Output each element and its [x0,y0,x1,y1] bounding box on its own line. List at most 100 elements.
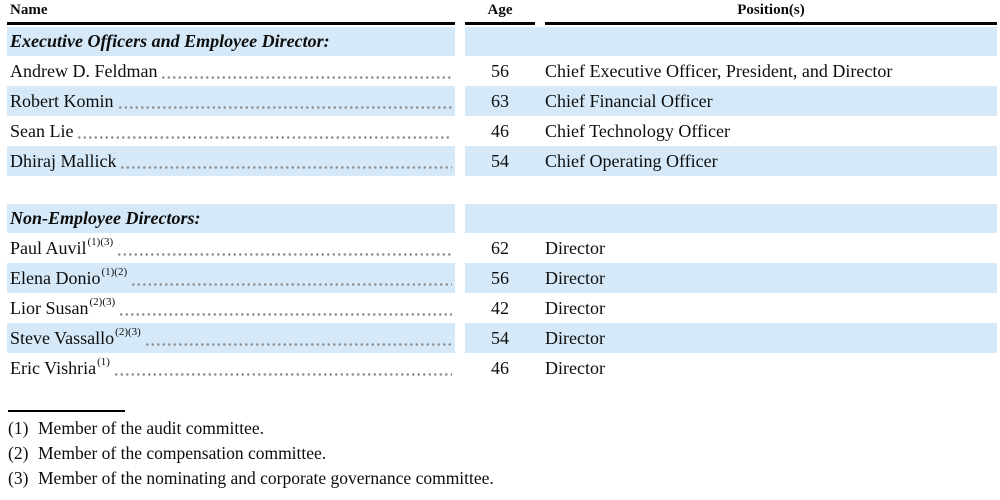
position-value: Director [545,268,605,288]
name-cell: Eric Vishria (1) [7,353,455,383]
person-name: Dhiraj Mallick [10,151,117,171]
footnote-marker: (2) [8,443,29,463]
age-position-gap [535,116,545,146]
dot-leader [118,106,452,109]
dot-leader [121,166,452,169]
footnote-item: (2) Member of the compensation committee… [8,441,1000,466]
name-cell: Lior Susan (2)(3) [7,293,455,323]
age-position-cell: 54 Chief Operating Officer [465,146,997,176]
person-name: Eric Vishria [10,358,97,378]
age-position-gap [535,353,545,383]
table-row: Lior Susan (2)(3) 42 Director [7,293,997,323]
position-value: Chief Financial Officer [545,91,713,111]
age-position-gap [535,323,545,353]
footnote-marker: (3) [8,468,29,488]
table-row: Andrew D. Feldman 56 Chief Executive Off… [7,56,997,86]
age-value: 56 [491,61,509,81]
table-row: Steve Vassallo (2)(3) 54 Director [7,323,997,353]
position-value: Director [545,298,605,318]
table-row: Paul Auvil (1)(3) 62 Director [7,233,997,263]
footnotes-list: (1) Member of the audit committee. (2) M… [0,416,1000,491]
column-gap [535,0,545,25]
footnote-superscript: (1)(2) [101,266,128,278]
column-header-name: Name [7,0,455,25]
name-cell: Elena Donio (1)(2) [7,263,455,293]
table-row: Dhiraj Mallick 54 Chief Operating Office… [7,146,997,176]
person-name: Paul Auvil [10,238,87,258]
person-name: Lior Susan [10,298,89,318]
column-header-age: Age [465,0,535,25]
column-gap [455,56,465,86]
age-position-gap [535,146,545,176]
position-value: Director [545,328,605,348]
section-header-row: Executive Officers and Employee Director… [7,27,997,56]
footnote-superscript: (1) [97,356,110,368]
table-body: Executive Officers and Employee Director… [7,27,997,383]
section-header-label: Non-Employee Directors: [10,208,201,228]
footnote-superscript: (2)(3) [115,326,141,338]
age-value: 54 [491,328,509,348]
age-position-cell: 56 Director [465,263,997,293]
age-position-gap [535,233,545,263]
table-header-row: Name Age Position(s) [7,0,997,25]
age-value: 54 [491,151,509,171]
footnote-item: (1) Member of the audit committee. [8,416,1000,441]
section-header-label: Executive Officers and Employee Director… [10,31,330,51]
table-row: Eric Vishria (1) 46 Director [7,353,997,383]
name-cell: Paul Auvil (1)(3) [7,233,455,263]
column-gap [455,27,465,56]
person-name: Sean Lie [10,121,74,141]
age-position-cell: 54 Director [465,323,997,353]
section-header-cell: Executive Officers and Employee Director… [7,27,455,56]
column-gap [455,353,465,383]
age-value: 62 [491,238,509,258]
column-gap [455,146,465,176]
table-row: Robert Komin 63 Chief Financial Officer [7,86,997,116]
person-name: Steve Vassallo [10,328,115,348]
table-row: Elena Donio (1)(2) 56 Director [7,263,997,293]
column-gap [455,293,465,323]
person-name: Elena Donio [10,268,101,288]
footnote-text: Member of the audit committee. [38,418,264,438]
age-position-cell: 63 Chief Financial Officer [465,86,997,116]
footnote-separator-rule [8,410,125,412]
age-position-gap [535,56,545,86]
position-value: Director [545,358,605,378]
person-name: Andrew D. Feldman [10,61,158,81]
name-cell: Andrew D. Feldman [7,56,455,86]
age-position-cell: 46 Chief Technology Officer [465,116,997,146]
name-cell: Dhiraj Mallick [7,146,455,176]
person-name: Robert Komin [10,91,114,111]
age-position-cell: 46 Director [465,353,997,383]
section-header-row: Non-Employee Directors: [7,204,997,233]
dot-leader [78,136,452,139]
name-cell: Robert Komin [7,86,455,116]
footnote-text: Member of the nominating and corporate g… [38,468,494,488]
section-header-fill [465,204,997,233]
column-gap [455,0,465,25]
dot-leader [162,76,452,79]
footnote-marker: (1) [8,418,29,438]
age-value: 56 [491,268,509,288]
age-value: 63 [491,91,509,111]
column-gap [455,86,465,116]
dot-leader [132,283,452,286]
table-row: Sean Lie 46 Chief Technology Officer [7,116,997,146]
column-gap [455,263,465,293]
age-position-gap [535,293,545,323]
column-gap [455,204,465,233]
position-value: Chief Operating Officer [545,151,718,171]
column-gap [455,323,465,353]
footnote-text: Member of the compensation committee. [38,443,327,463]
footnote-superscript: (2)(3) [89,296,116,308]
footnote-item: (3) Member of the nominating and corpora… [8,466,1000,491]
dot-leader [118,253,452,256]
name-cell: Steve Vassallo (2)(3) [7,323,455,353]
position-value: Director [545,238,605,258]
age-value: 46 [491,358,509,378]
column-gap [455,116,465,146]
position-value: Chief Technology Officer [545,121,731,141]
age-position-cell: 62 Director [465,233,997,263]
name-cell: Sean Lie [7,116,455,146]
position-value: Chief Executive Officer, President, and … [545,61,893,81]
